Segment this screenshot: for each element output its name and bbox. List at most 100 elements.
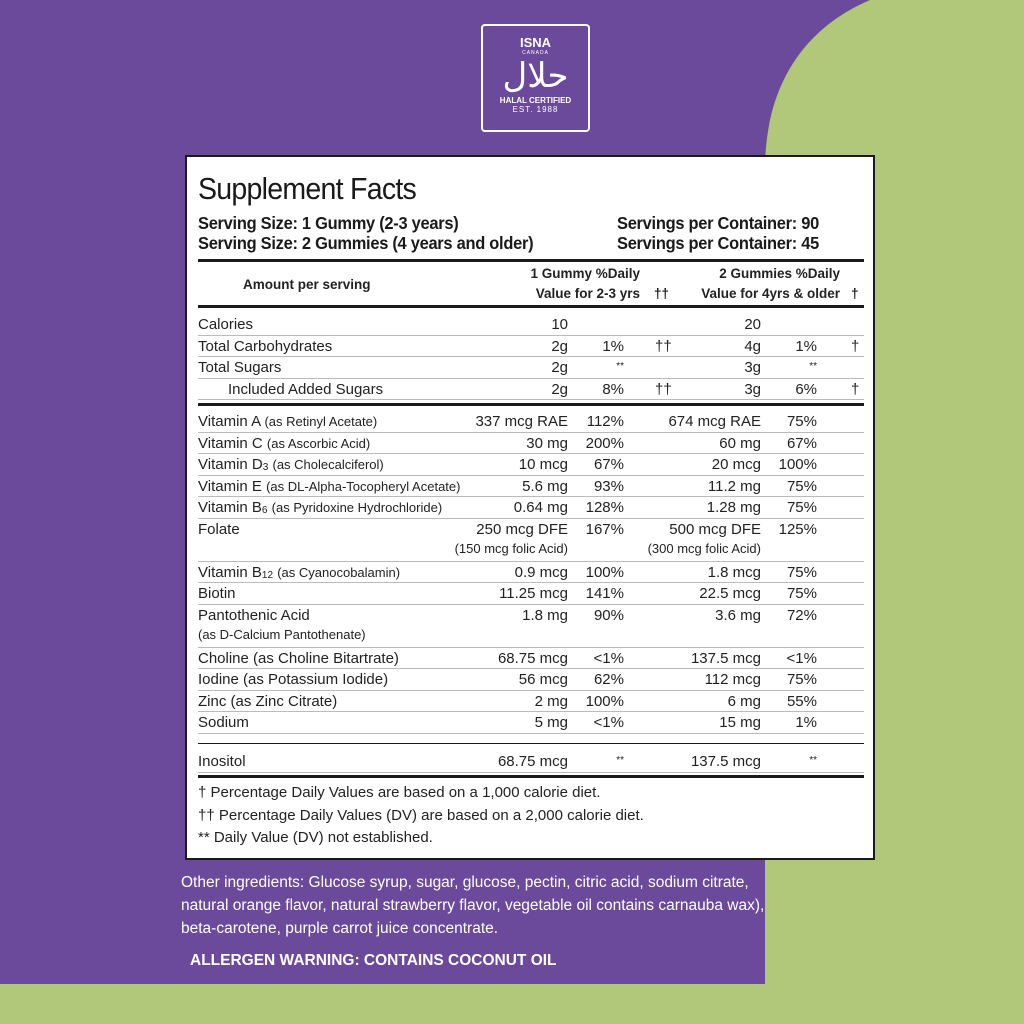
- name-text: Vitamin B: [198, 499, 262, 516]
- nutrient-row: Folate 250 mcg DFE 167% 500 mcg DFE 125% (150…: [198, 519, 864, 562]
- daily-value: 112%: [586, 413, 624, 430]
- nutrient-name: Vitamin A (as Retinyl Acetate): [198, 413, 377, 430]
- amount: 2 mg: [534, 692, 568, 710]
- name-subscript: 6: [261, 505, 268, 516]
- amount: 674 mcg RAE: [668, 413, 761, 430]
- rule: [198, 775, 864, 778]
- nutrient-row: Vitamin E (as DL-Alpha-Tocopheryl Acetat…: [198, 476, 864, 497]
- halal-logo: ISNA CANADA حلال HALAL CERTIFIED EST. 19…: [481, 24, 590, 132]
- name-text: Choline (as Choline Bitartrate): [198, 649, 399, 667]
- amount: 6 mg: [727, 692, 761, 710]
- servings-per: Servings per Container: 90: [617, 213, 820, 233]
- footnote: † Percentage Daily Values are based on a…: [198, 784, 601, 801]
- amount-note: (300 mcg folic Acid): [647, 541, 761, 556]
- dv-mark: †: [851, 380, 860, 398]
- header-col2b: Value for 4yrs & older: [701, 286, 840, 301]
- logo-name: ISNA: [519, 35, 552, 50]
- daily-value: 100%: [585, 692, 624, 710]
- name-text: Pantothenic Acid: [198, 606, 310, 624]
- daily-value: **: [616, 361, 624, 372]
- name-note: (as Pyridoxine Hydrochloride): [271, 500, 443, 515]
- name-text: Sodium: [198, 714, 249, 731]
- daily-value: 62%: [593, 671, 624, 688]
- name-note: (as DL-Alpha-Tocopheryl Acetate): [266, 478, 461, 494]
- daily-value: 75%: [786, 563, 817, 581]
- daily-value: 8%: [602, 380, 624, 398]
- name-text: Included Added Sugars: [228, 380, 384, 398]
- daily-value: 67%: [593, 456, 624, 473]
- nutrient-name: Vitamin B6 (as Pyridoxine Hydrochloride): [198, 499, 442, 516]
- amount: 250 mcg DFE: [476, 520, 568, 538]
- nutrient-name: Vitamin D3 (as Cholecalciferol): [198, 456, 384, 473]
- daily-value: 141%: [585, 585, 624, 602]
- name-note: (as Retinyl Acetate): [264, 414, 378, 429]
- serving-size: Serving Size: 2 Gummies (4 years and old…: [198, 233, 534, 253]
- name-subscript: 3: [262, 462, 269, 473]
- nutrient-row: Included Added Sugars 2g 8% 3g 6% †† †: [198, 379, 864, 400]
- nutrient-name: Choline (as Choline Bitartrate): [198, 650, 399, 667]
- nutrient-row: Calories 10 20: [198, 314, 864, 336]
- daily-value: 1%: [602, 337, 624, 355]
- nutrient-name: Zinc (as Zinc Citrate): [198, 693, 337, 710]
- name-text: Calories: [198, 316, 254, 333]
- name-note: (as Cyanocobalamin): [277, 564, 401, 580]
- nutrient-name: Vitamin E (as DL-Alpha-Tocopheryl Acetat…: [198, 478, 460, 495]
- dv-mark: ††: [655, 380, 672, 398]
- amount: 3g: [744, 380, 761, 398]
- daily-value: 128%: [585, 499, 624, 516]
- nutrient-row: Iodine (as Potassium Iodide) 56 mcg 62% 112…: [198, 669, 864, 691]
- dv-mark: †: [851, 337, 860, 355]
- nutrient-row: Vitamin C (as Ascorbic Acid) 30 mg 200% 60 …: [198, 433, 864, 454]
- header-col2: 2 Gummies %Daily: [719, 266, 840, 281]
- name-note: (as D-Calcium Pantothenate): [198, 627, 366, 642]
- amount: 15 mg: [719, 714, 761, 731]
- daily-value: 1%: [795, 337, 817, 355]
- amount: 11.25 mcg: [499, 585, 568, 602]
- daily-value: 67%: [786, 434, 817, 452]
- amount: 4g: [744, 337, 761, 355]
- daily-value: 100%: [585, 563, 624, 581]
- nutrient-name: Total Carbohydrates: [198, 338, 332, 355]
- nutrient-row: Vitamin B6 (as Pyridoxine Hydrochloride)…: [198, 497, 864, 519]
- serving-size: Serving Size: 1 Gummy (2-3 years): [198, 213, 459, 233]
- daily-value: 75%: [786, 671, 817, 688]
- name-text: Vitamin A: [198, 413, 261, 430]
- nutrient-row: Sodium 5 mg <1% 15 mg 1%: [198, 712, 864, 734]
- amount: 11.2 mg: [707, 477, 761, 495]
- facts-panel: Supplement Facts Serving Size: 1 Gummy (…: [185, 155, 875, 860]
- name-note: (as Ascorbic Acid): [266, 435, 371, 451]
- daily-value: **: [616, 755, 624, 766]
- nutrient-name: Inositol: [198, 753, 246, 770]
- daily-value: 6%: [795, 380, 817, 398]
- header-mark2: †: [851, 286, 859, 301]
- name-note: (as Cholecalciferol): [272, 457, 384, 472]
- amount-note: (150 mcg folic Acid): [454, 541, 568, 556]
- amount: 137.5 mcg: [690, 753, 761, 770]
- amount: 68.75 mcg: [497, 753, 568, 770]
- logo-sub: CANADA: [522, 50, 549, 56]
- amount: 500 mcg DFE: [669, 520, 761, 538]
- amount: 1.28 mg: [706, 499, 761, 516]
- nutrient-name: Total Sugars: [198, 359, 281, 376]
- nutrient-row: Vitamin A (as Retinyl Acetate) 337 mcg RA…: [198, 411, 864, 433]
- daily-value: **: [809, 755, 817, 766]
- amount: 2g: [551, 380, 568, 398]
- name-subscript: 12: [261, 569, 274, 581]
- daily-value: 75%: [786, 585, 817, 602]
- daily-value: 200%: [585, 434, 624, 452]
- nutrient-name: Pantothenic Acid: [198, 607, 310, 624]
- daily-value: 55%: [786, 692, 817, 710]
- amount: 5.6 mg: [522, 477, 568, 495]
- nutrient-row: Inositol 68.75 mcg ** 137.5 mcg **: [198, 751, 864, 773]
- amount: 56 mcg: [518, 671, 568, 688]
- amount: 0.64 mg: [513, 499, 568, 516]
- rule: [198, 743, 864, 744]
- name-text: Inositol: [198, 753, 246, 770]
- nutrient-name: Vitamin B12 (as Cyanocobalamin): [198, 564, 400, 581]
- header-mark1: ††: [654, 286, 670, 301]
- amount: 10 mcg: [518, 456, 568, 473]
- daily-value: <1%: [786, 649, 817, 667]
- name-text: Iodine (as Potassium Iodide): [198, 671, 389, 688]
- daily-value: 75%: [786, 413, 817, 430]
